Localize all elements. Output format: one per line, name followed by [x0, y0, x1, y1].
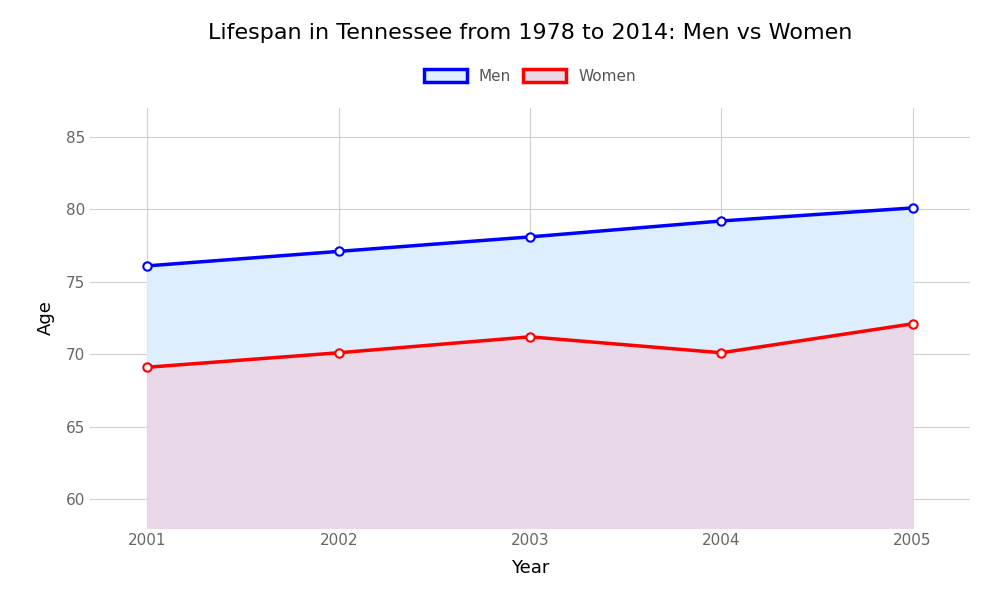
Legend: Men, Women: Men, Women [416, 61, 644, 91]
Y-axis label: Age: Age [37, 301, 55, 335]
Title: Lifespan in Tennessee from 1978 to 2014: Men vs Women: Lifespan in Tennessee from 1978 to 2014:… [208, 23, 852, 43]
X-axis label: Year: Year [511, 559, 549, 577]
